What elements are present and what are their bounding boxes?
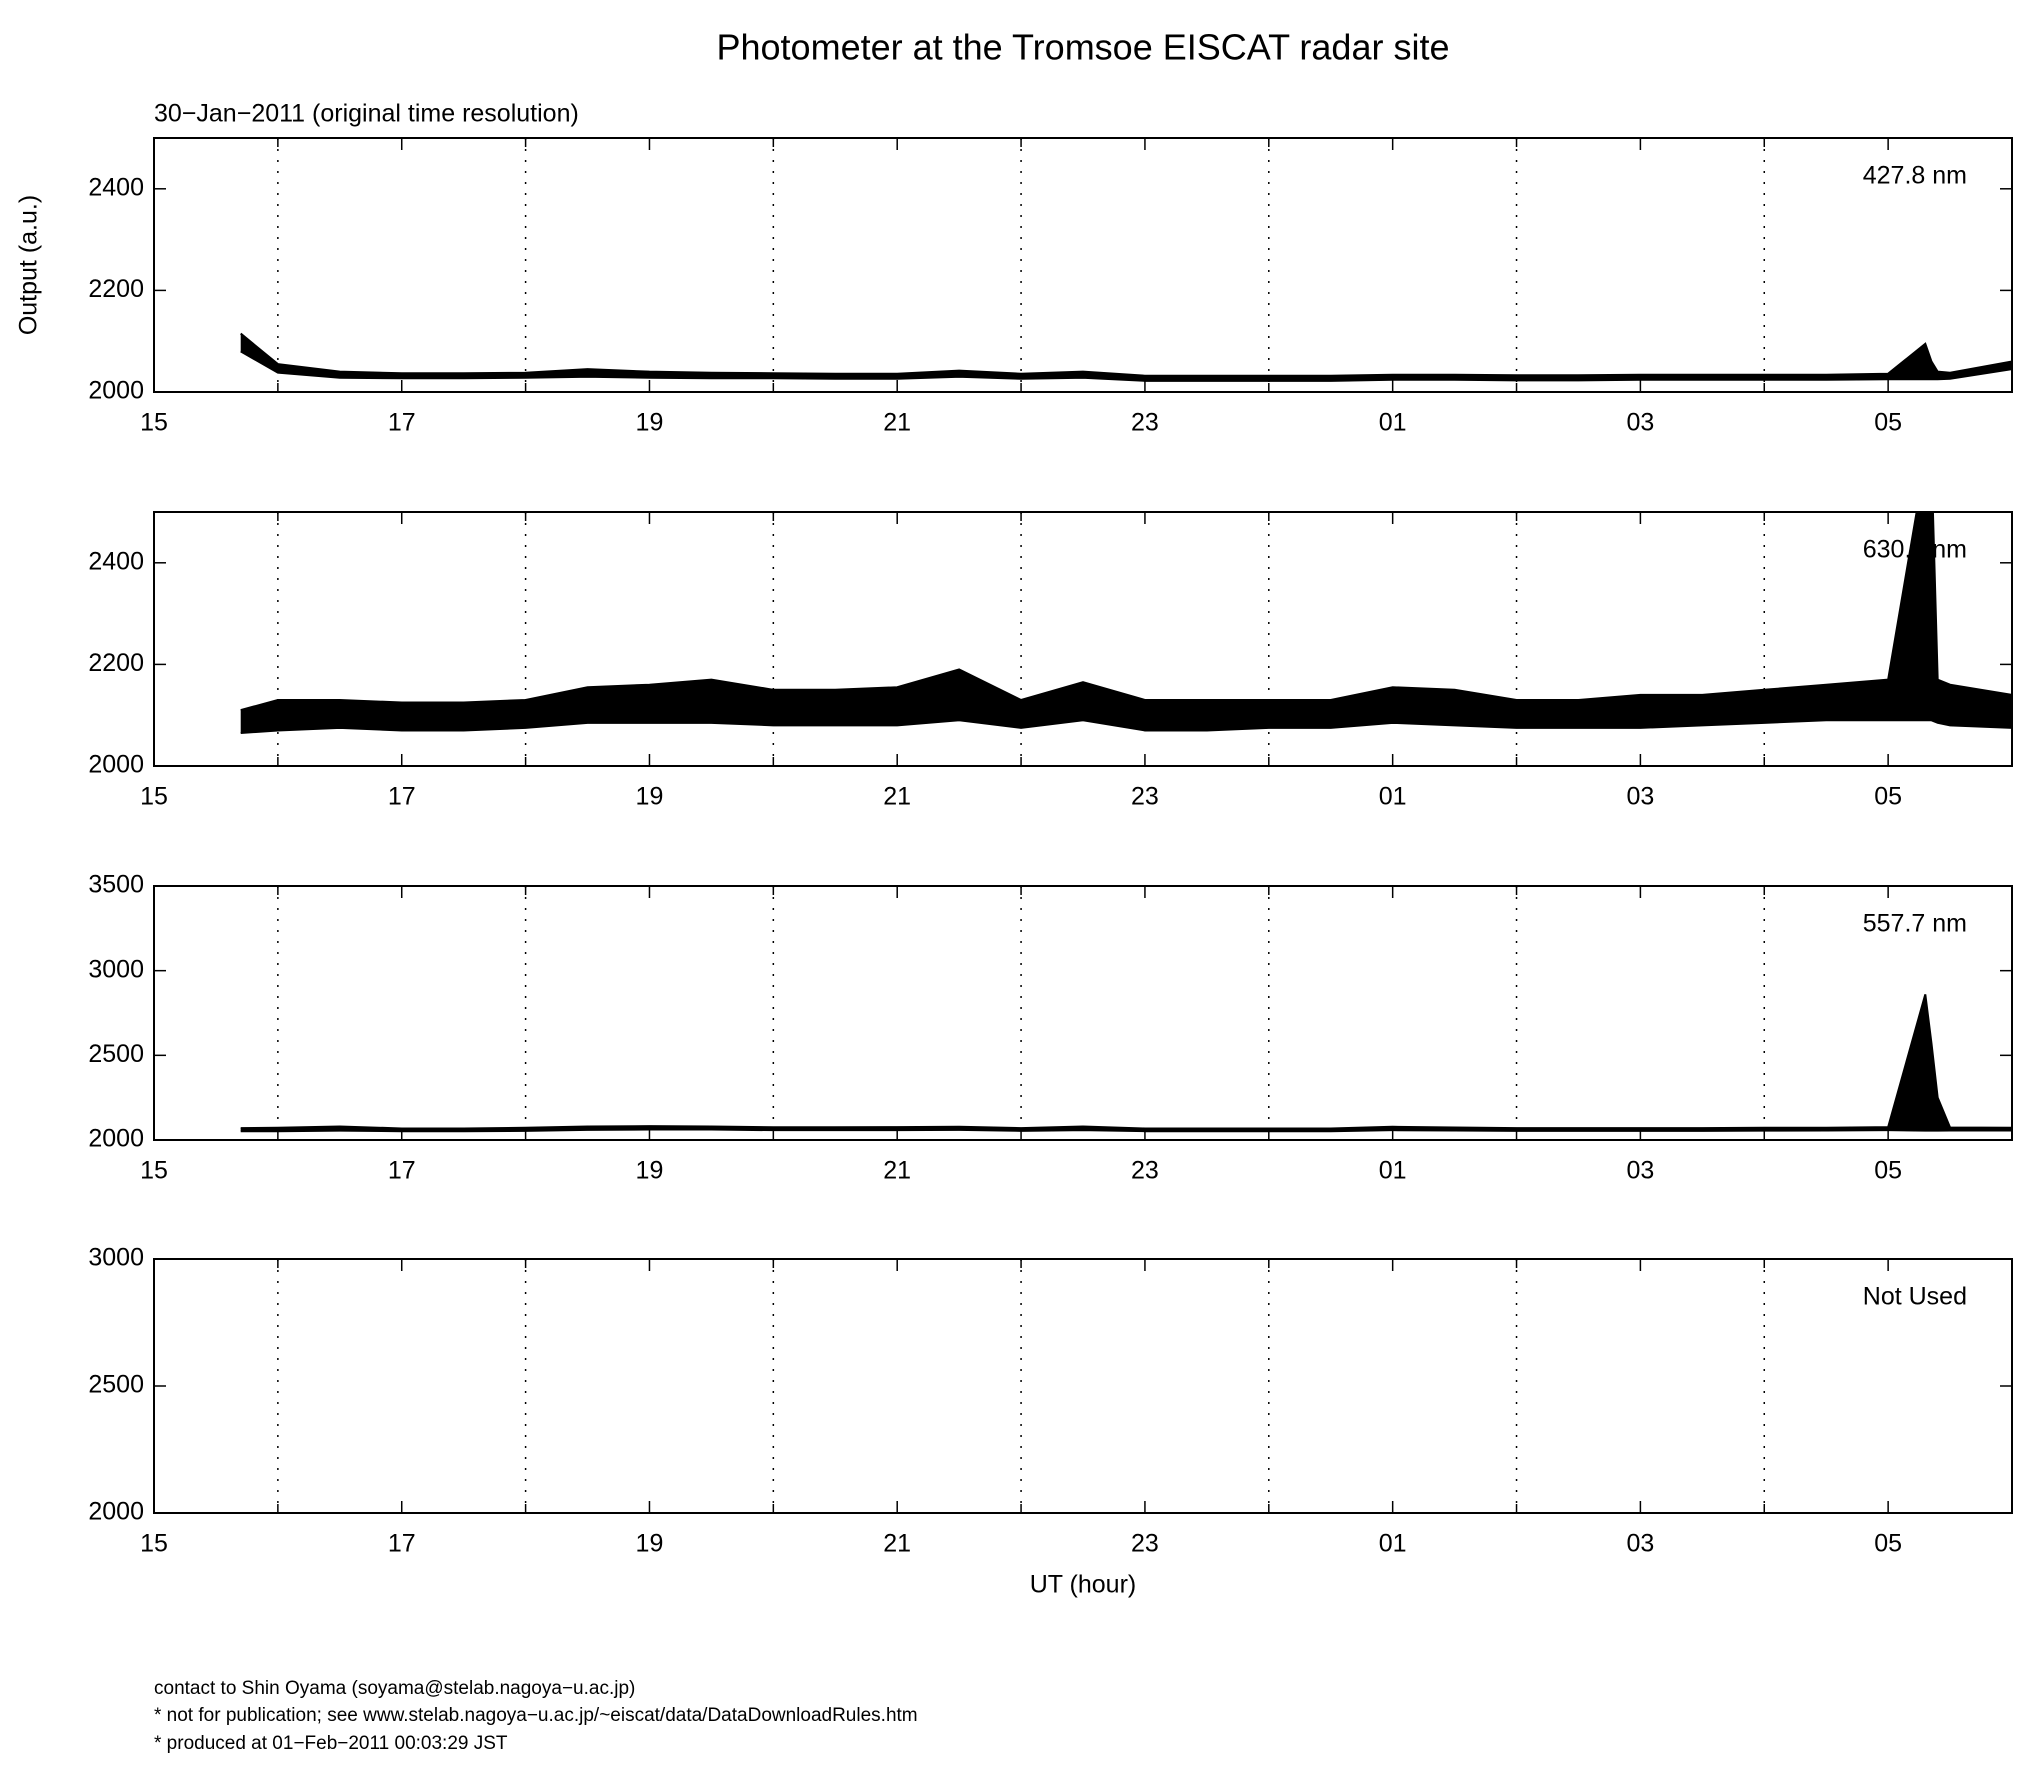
x-tick-label: 21 (883, 1157, 911, 1185)
x-tick-label: 15 (140, 1530, 168, 1558)
x-tick-label: 03 (1626, 1157, 1654, 1185)
band-fill (240, 512, 2012, 733)
y-tick-label: 2400 (88, 173, 144, 201)
x-tick-label: 01 (1379, 1157, 1407, 1185)
annotation: Not Used (1863, 1283, 1967, 1311)
x-tick-label: 05 (1874, 783, 1902, 811)
band-upper (240, 332, 2012, 377)
y-tick-label: 2000 (88, 1498, 144, 1526)
axes-frame (153, 137, 2013, 393)
footer-line: * produced at 01−Feb−2011 00:03:29 JST (154, 1733, 508, 1754)
x-tick-label: 01 (1379, 1530, 1407, 1558)
axes-frame (153, 885, 2013, 1141)
y-tick-label: 2000 (88, 1125, 144, 1153)
x-tick-label: 17 (388, 1530, 416, 1558)
x-tick-label: 03 (1626, 783, 1654, 811)
band-fill (240, 333, 2012, 381)
y-tick-label: 3500 (88, 871, 144, 899)
x-tick-label: 05 (1874, 1157, 1902, 1185)
x-tick-label: 21 (883, 783, 911, 811)
x-tick-label: 21 (883, 409, 911, 437)
annotation: 427.8 nm (1863, 162, 1967, 190)
y-tick-label: 2200 (88, 649, 144, 677)
y-tick-label: 2500 (88, 1371, 144, 1399)
x-tick-label: 23 (1131, 783, 1159, 811)
band-lower (240, 719, 2012, 734)
y-tick-label: 2000 (88, 751, 144, 779)
y-tick-label: 2400 (88, 547, 144, 575)
chart-title: Photometer at the Tromsoe EISCAT radar s… (717, 27, 1450, 68)
x-tick-label: 05 (1874, 1530, 1902, 1558)
y-tick-label: 2200 (88, 275, 144, 303)
band-lower (240, 350, 2012, 382)
x-tick-label: 19 (636, 1530, 664, 1558)
band-upper (240, 512, 2012, 712)
x-tick-label: 01 (1379, 783, 1407, 811)
plot-area (240, 332, 2012, 382)
x-tick-label: 15 (140, 1157, 168, 1185)
axes-frame (153, 511, 2013, 767)
x-tick-label: 21 (883, 1530, 911, 1558)
x-tick-label: 03 (1626, 409, 1654, 437)
x-tick-label: 19 (636, 783, 664, 811)
y-axis-label: Output (a.u.) (15, 195, 43, 335)
band-fill (240, 994, 2012, 1132)
axes-frame (153, 1258, 2013, 1514)
x-tick-label: 19 (636, 1157, 664, 1185)
footer-line: * not for publication; see www.stelab.na… (154, 1705, 918, 1726)
plot-area (240, 994, 2012, 1133)
x-tick-label: 05 (1874, 409, 1902, 437)
annotation: 557.7 nm (1863, 910, 1967, 938)
x-tick-label: 19 (636, 409, 664, 437)
y-tick-label: 2500 (88, 1040, 144, 1068)
x-tick-label: 17 (388, 783, 416, 811)
x-tick-label: 03 (1626, 1530, 1654, 1558)
y-tick-label: 2000 (88, 377, 144, 405)
x-tick-label: 01 (1379, 409, 1407, 437)
band-upper (240, 994, 2012, 1130)
x-tick-label: 23 (1131, 1530, 1159, 1558)
plot-area (240, 512, 2012, 734)
x-tick-label: 17 (388, 409, 416, 437)
x-tick-label: 17 (388, 1157, 416, 1185)
x-tick-label: 15 (140, 409, 168, 437)
y-tick-label: 3000 (88, 955, 144, 983)
x-axis-label: UT (hour) (1030, 1571, 1137, 1599)
x-tick-label: 23 (1131, 409, 1159, 437)
band-lower (240, 1128, 2012, 1133)
chart-subtitle: 30−Jan−2011 (original time resolution) (154, 100, 579, 128)
annotation: 630.0 nm (1863, 536, 1967, 564)
footer-line: contact to Shin Oyama (soyama@stelab.nag… (154, 1678, 635, 1699)
x-tick-label: 23 (1131, 1157, 1159, 1185)
x-tick-label: 15 (140, 783, 168, 811)
y-tick-label: 3000 (88, 1244, 144, 1272)
